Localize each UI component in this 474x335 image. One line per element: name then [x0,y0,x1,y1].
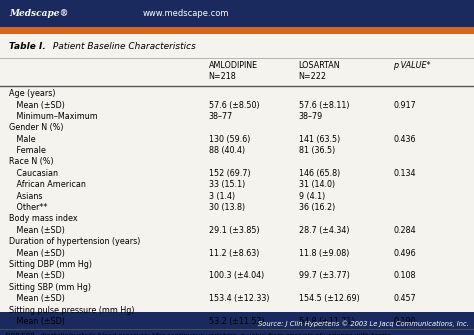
Bar [0,27,474,34]
Text: Duration of hypertension (years): Duration of hypertension (years) [9,237,141,246]
Text: Age (years): Age (years) [9,89,56,98]
Text: 33 (15.1): 33 (15.1) [209,180,245,189]
Text: Patient Baseline Characteristics: Patient Baseline Characteristics [50,42,196,51]
Text: Other**: Other** [9,203,48,212]
Text: Mean (±SD): Mean (±SD) [9,100,65,110]
Text: Race N (%): Race N (%) [9,157,54,166]
Text: 54.8 (±11.71): 54.8 (±11.71) [299,317,354,326]
Text: Mean (±SD): Mean (±SD) [9,271,65,280]
Text: Source: J Clin Hypertens © 2003 Le Jacq Communications, Inc.: Source: J Clin Hypertens © 2003 Le Jacq … [258,320,469,327]
Text: DBP/SBP=diastolic/systolic blood pressure; *for continuous variables, p value fr: DBP/SBP=diastolic/systolic blood pressur… [5,333,391,335]
Text: 146 (65.8): 146 (65.8) [299,169,340,178]
Text: 11.2 (±8.63): 11.2 (±8.63) [209,249,259,258]
Text: 0.496: 0.496 [393,249,416,258]
Text: p VALUE*: p VALUE* [393,61,431,70]
Text: 0.108: 0.108 [393,271,416,280]
Text: 57.6 (±8.11): 57.6 (±8.11) [299,100,349,110]
Text: Mean (±SD): Mean (±SD) [9,294,65,303]
Text: www.medscape.com: www.medscape.com [142,9,228,18]
Text: 154.5 (±12.69): 154.5 (±12.69) [299,294,359,303]
Text: 57.6 (±8.50): 57.6 (±8.50) [209,100,259,110]
Text: 0.917: 0.917 [393,100,416,110]
Text: Female: Female [9,146,46,155]
Text: Sitting DBP (mm Hg): Sitting DBP (mm Hg) [9,260,92,269]
Text: 153.4 (±12.33): 153.4 (±12.33) [209,294,269,303]
Text: Medscape®: Medscape® [9,9,69,18]
Text: 130 (59.6): 130 (59.6) [209,135,250,144]
Text: 30 (13.8): 30 (13.8) [209,203,245,212]
Text: AMLODIPINE
N=218: AMLODIPINE N=218 [209,61,258,81]
Text: 31 (14.0): 31 (14.0) [299,180,335,189]
Text: 0.457: 0.457 [393,294,416,303]
Text: 100.3 (±4.04): 100.3 (±4.04) [209,271,264,280]
Text: 3 (1.4): 3 (1.4) [209,192,235,201]
Text: Mean (±SD): Mean (±SD) [9,317,65,326]
Text: 141 (63.5): 141 (63.5) [299,135,340,144]
Text: 0.190: 0.190 [393,317,416,326]
Text: Asians: Asians [9,192,43,201]
Text: Body mass index: Body mass index [9,214,78,223]
Text: LOSARTAN
N=222: LOSARTAN N=222 [299,61,340,81]
Text: Mean (±SD): Mean (±SD) [9,249,65,258]
Text: 0.436: 0.436 [393,135,416,144]
Text: 0.134: 0.134 [393,169,416,178]
Text: 36 (16.2): 36 (16.2) [299,203,335,212]
Text: Table I.: Table I. [9,42,46,51]
Text: 88 (40.4): 88 (40.4) [209,146,245,155]
Text: Mean (±SD): Mean (±SD) [9,226,65,235]
Text: 11.8 (±9.08): 11.8 (±9.08) [299,249,349,258]
Text: Sitting pulse pressure (mm Hg): Sitting pulse pressure (mm Hg) [9,306,135,315]
Text: Sitting SBP (mm Hg): Sitting SBP (mm Hg) [9,283,91,292]
Text: 81 (36.5): 81 (36.5) [299,146,335,155]
Text: Caucasian: Caucasian [9,169,58,178]
Text: 152 (69.7): 152 (69.7) [209,169,250,178]
Text: 28.7 (±4.34): 28.7 (±4.34) [299,226,349,235]
Text: African American: African American [9,180,86,189]
Text: 9 (4.1): 9 (4.1) [299,192,325,201]
Text: Minimum–Maximum: Minimum–Maximum [9,112,98,121]
Text: 99.7 (±3.77): 99.7 (±3.77) [299,271,349,280]
Text: 53.2 (±11.53): 53.2 (±11.53) [209,317,264,326]
Text: 0.284: 0.284 [393,226,416,235]
Bar [0,0,474,27]
Bar [0,312,474,335]
Text: Gender N (%): Gender N (%) [9,123,64,132]
Text: 38–77: 38–77 [209,112,233,121]
Text: Male: Male [9,135,36,144]
Text: 38–79: 38–79 [299,112,323,121]
Text: 29.1 (±3.85): 29.1 (±3.85) [209,226,259,235]
